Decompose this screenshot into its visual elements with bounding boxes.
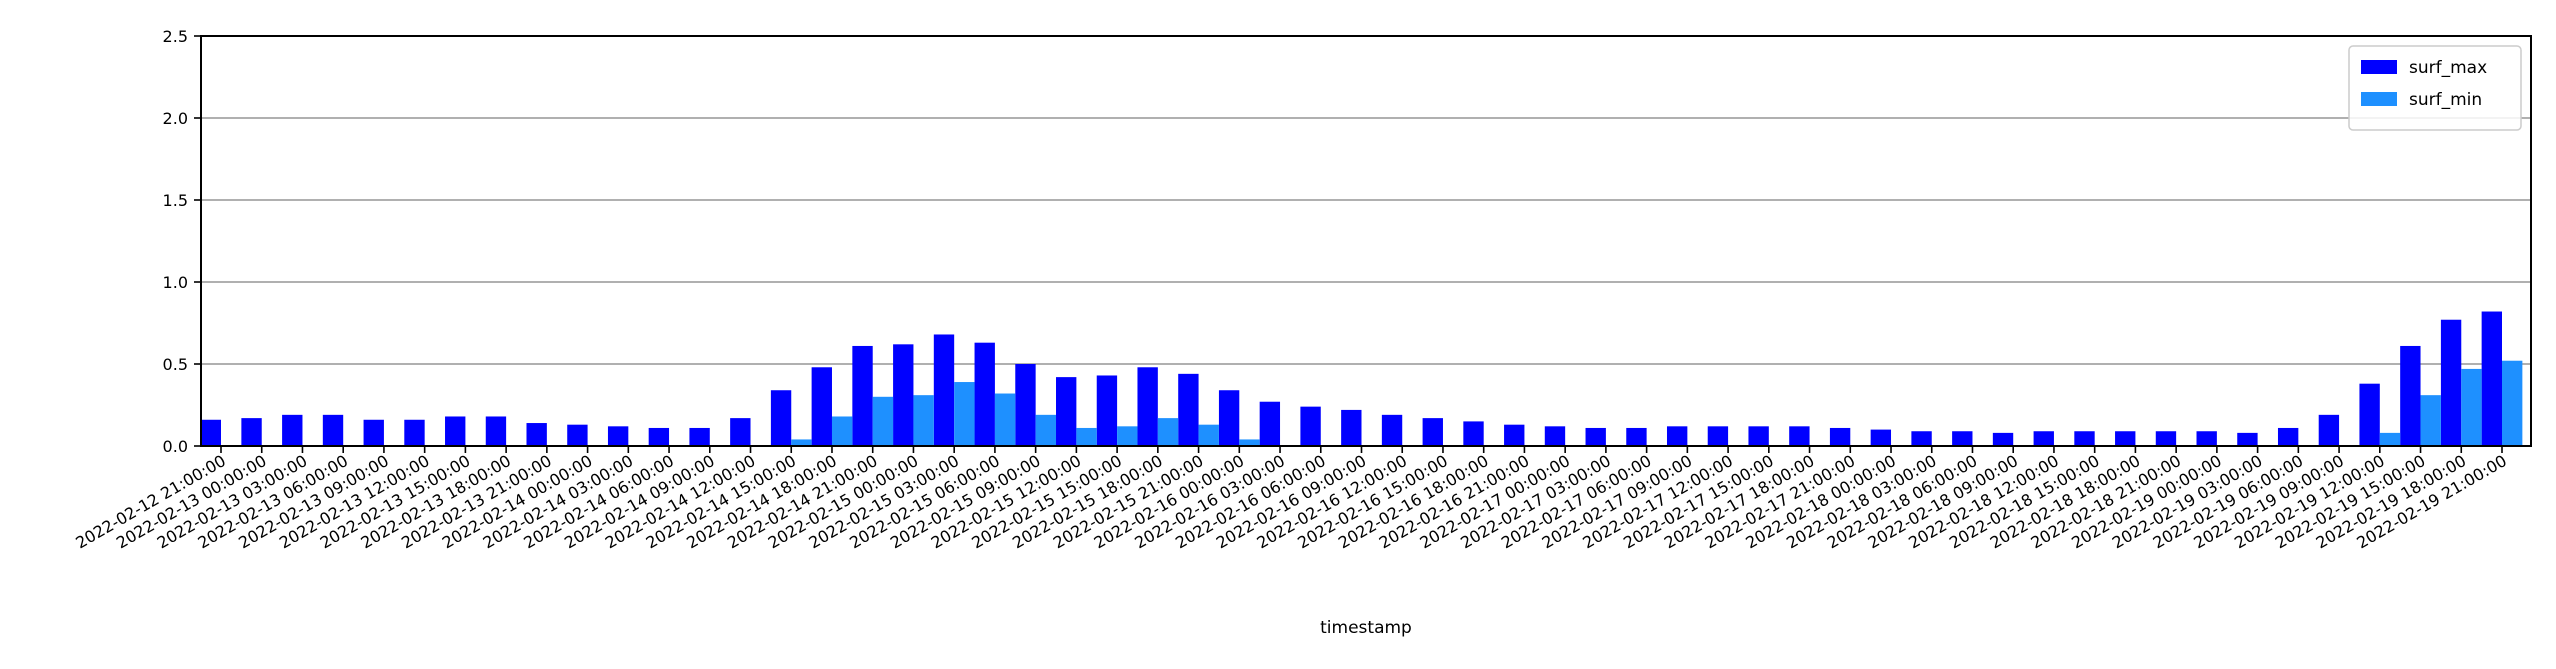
bar-surf_max <box>404 419 425 446</box>
bar-surf_max <box>2277 427 2299 446</box>
bar-surf_max <box>1748 426 1769 446</box>
bar-surf_min <box>2461 368 2482 446</box>
bar-surf_max <box>1829 427 1851 446</box>
x-axis-title: timestamp <box>1320 618 1412 638</box>
bar-surf_max <box>1300 406 1321 446</box>
bar-surf_max <box>1707 426 1729 446</box>
bar-surf_min <box>872 396 894 446</box>
bar-surf_max <box>2033 431 2054 446</box>
bar-surf_max <box>2196 431 2217 446</box>
bar-surf_max <box>1911 431 1932 446</box>
bar-surf_max <box>2237 432 2258 446</box>
bar-surf_max <box>1504 424 1525 446</box>
bar-surf_max <box>1015 364 1036 446</box>
gridlines <box>201 117 2531 365</box>
bar-surf_max <box>1096 375 1118 446</box>
bar-surf_max <box>1789 426 1810 446</box>
bar-surf_max <box>1585 427 1606 446</box>
bar-surf_max <box>526 423 547 446</box>
bar-surf_max <box>2155 431 2177 446</box>
bar-surf_max <box>2074 431 2095 446</box>
bar-surf_max <box>1626 427 1647 446</box>
bar-surf_max <box>2318 414 2340 446</box>
bar-surf_max <box>811 367 832 446</box>
bar-surf_max <box>2440 319 2462 446</box>
bar-surf_max <box>1137 367 1158 446</box>
bar-surf_min <box>791 439 812 446</box>
bar-surf_max <box>241 418 262 446</box>
y-tick-label: 2.5 <box>163 27 188 46</box>
bar-surf_min <box>954 382 975 446</box>
bar-surf_max <box>974 342 995 446</box>
legend-swatch-surf_min <box>2361 92 2397 106</box>
bar-surf_max <box>933 334 955 446</box>
bar-surf_max <box>730 418 751 446</box>
bar-surf_min <box>2420 395 2441 446</box>
bar-surf_min <box>2502 360 2523 446</box>
bar-surf_max <box>282 414 303 446</box>
bar-surf_max <box>770 390 792 446</box>
bar-surf_max <box>2481 311 2502 446</box>
bar-surf_max <box>200 419 221 446</box>
bar-surf_max <box>2400 345 2421 446</box>
bar-surf_max <box>1381 414 1403 446</box>
bar-surf_min <box>1239 439 1260 446</box>
bar-surf_max <box>363 419 384 446</box>
bar-surf_max <box>1992 432 2014 446</box>
bar-surf_max <box>607 426 629 446</box>
bar-surf_max <box>1666 426 1688 446</box>
bar-surf_max <box>1259 401 1281 446</box>
legend-swatch-surf_max <box>2361 60 2397 74</box>
bar-surf_min <box>831 416 853 446</box>
y-tick-labels: 0.0 0.5 1.0 1.5 2.0 2.5 <box>163 27 188 456</box>
bar-surf_max <box>893 344 914 446</box>
bar-surf_min <box>2379 432 2401 446</box>
bar-surf_max <box>1870 429 1892 446</box>
plot-frame <box>200 35 2532 447</box>
bar-surf_min <box>1035 414 1057 446</box>
y-tick-label: 2.0 <box>163 109 188 128</box>
bar-surf_min <box>1117 426 1138 446</box>
bar-surf_max <box>1422 418 1443 446</box>
bar-surf_max <box>1056 377 1077 446</box>
y-tick-label: 1.5 <box>163 191 188 210</box>
y-tick-label: 0.0 <box>163 437 188 456</box>
legend-label-surf_max: surf_max <box>2409 58 2487 78</box>
legend: surf_max surf_min <box>2348 45 2522 131</box>
y-tick-label: 0.5 <box>163 355 188 374</box>
bar-surf_max <box>852 345 873 446</box>
bar-surf_min <box>994 393 1016 446</box>
bar-surf_max <box>445 416 466 446</box>
bar-surf_max <box>1463 421 1484 446</box>
bars <box>200 311 2523 446</box>
bar-surf_min <box>1198 424 1219 446</box>
bar-surf_max <box>648 427 670 446</box>
bar-surf_max <box>1544 426 1566 446</box>
bar-surf_min <box>1157 418 1179 446</box>
bar-surf_min <box>913 395 934 446</box>
axes <box>194 35 2532 453</box>
bar-surf_max <box>485 416 507 446</box>
bar-surf_min <box>1076 427 1097 446</box>
bar-surf_max <box>1178 373 1199 446</box>
legend-label-surf_min: surf_min <box>2409 90 2482 110</box>
bar-surf_max <box>2115 431 2136 446</box>
bar-surf_max <box>567 424 588 446</box>
bar-surf_max <box>1952 431 1973 446</box>
bar-surf_max <box>322 414 344 446</box>
bar-surf_max <box>689 427 710 446</box>
y-tick-label: 1.0 <box>163 273 188 292</box>
bar-surf_max <box>1341 409 1362 446</box>
bar-surf_max <box>1218 390 1240 446</box>
bar-surf_max <box>2359 383 2380 446</box>
